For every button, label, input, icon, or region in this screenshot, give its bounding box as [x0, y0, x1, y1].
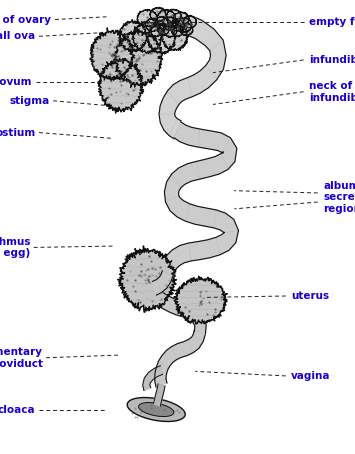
Text: vagina: vagina	[291, 371, 331, 381]
Text: neck of
infundibulum: neck of infundibulum	[309, 81, 355, 103]
Ellipse shape	[138, 402, 174, 417]
Polygon shape	[145, 18, 160, 32]
Polygon shape	[119, 20, 149, 53]
Ellipse shape	[127, 398, 185, 421]
Text: rudimentary
right oviduct: rudimentary right oviduct	[0, 347, 43, 369]
Polygon shape	[157, 23, 170, 36]
Polygon shape	[157, 292, 206, 333]
Polygon shape	[170, 19, 184, 32]
Polygon shape	[173, 11, 189, 27]
Polygon shape	[155, 330, 205, 387]
Text: ostium: ostium	[0, 128, 36, 138]
Polygon shape	[162, 17, 177, 31]
Polygon shape	[90, 28, 135, 81]
Text: small ova: small ova	[0, 31, 36, 41]
Polygon shape	[180, 23, 193, 36]
Polygon shape	[161, 21, 189, 51]
Text: stalk of ovary: stalk of ovary	[0, 15, 51, 25]
Polygon shape	[150, 25, 163, 37]
Polygon shape	[177, 18, 192, 32]
Polygon shape	[153, 384, 165, 406]
Text: stigma: stigma	[10, 96, 50, 106]
Text: empty follicles: empty follicles	[309, 17, 355, 27]
Text: infundibulum: infundibulum	[309, 55, 355, 65]
Polygon shape	[183, 15, 197, 29]
Polygon shape	[152, 271, 173, 295]
Polygon shape	[159, 15, 226, 139]
Polygon shape	[147, 23, 177, 54]
Polygon shape	[166, 9, 182, 23]
Polygon shape	[171, 25, 184, 37]
Text: mature ovum: mature ovum	[0, 77, 32, 87]
Text: albumen-
secreting
region: albumen- secreting region	[323, 181, 355, 214]
Text: isthmus
(with incomplete egg): isthmus (with incomplete egg)	[0, 237, 30, 258]
Text: uterus: uterus	[291, 291, 329, 301]
Polygon shape	[143, 366, 163, 390]
Polygon shape	[157, 9, 176, 27]
Polygon shape	[174, 276, 227, 324]
Polygon shape	[149, 7, 166, 22]
Polygon shape	[155, 16, 168, 30]
Polygon shape	[118, 246, 176, 312]
Polygon shape	[158, 14, 187, 26]
Polygon shape	[137, 9, 158, 28]
Polygon shape	[164, 24, 177, 38]
Polygon shape	[132, 21, 163, 54]
Polygon shape	[98, 59, 144, 113]
Text: cloaca: cloaca	[0, 405, 36, 415]
Polygon shape	[113, 28, 163, 87]
Polygon shape	[161, 122, 239, 276]
